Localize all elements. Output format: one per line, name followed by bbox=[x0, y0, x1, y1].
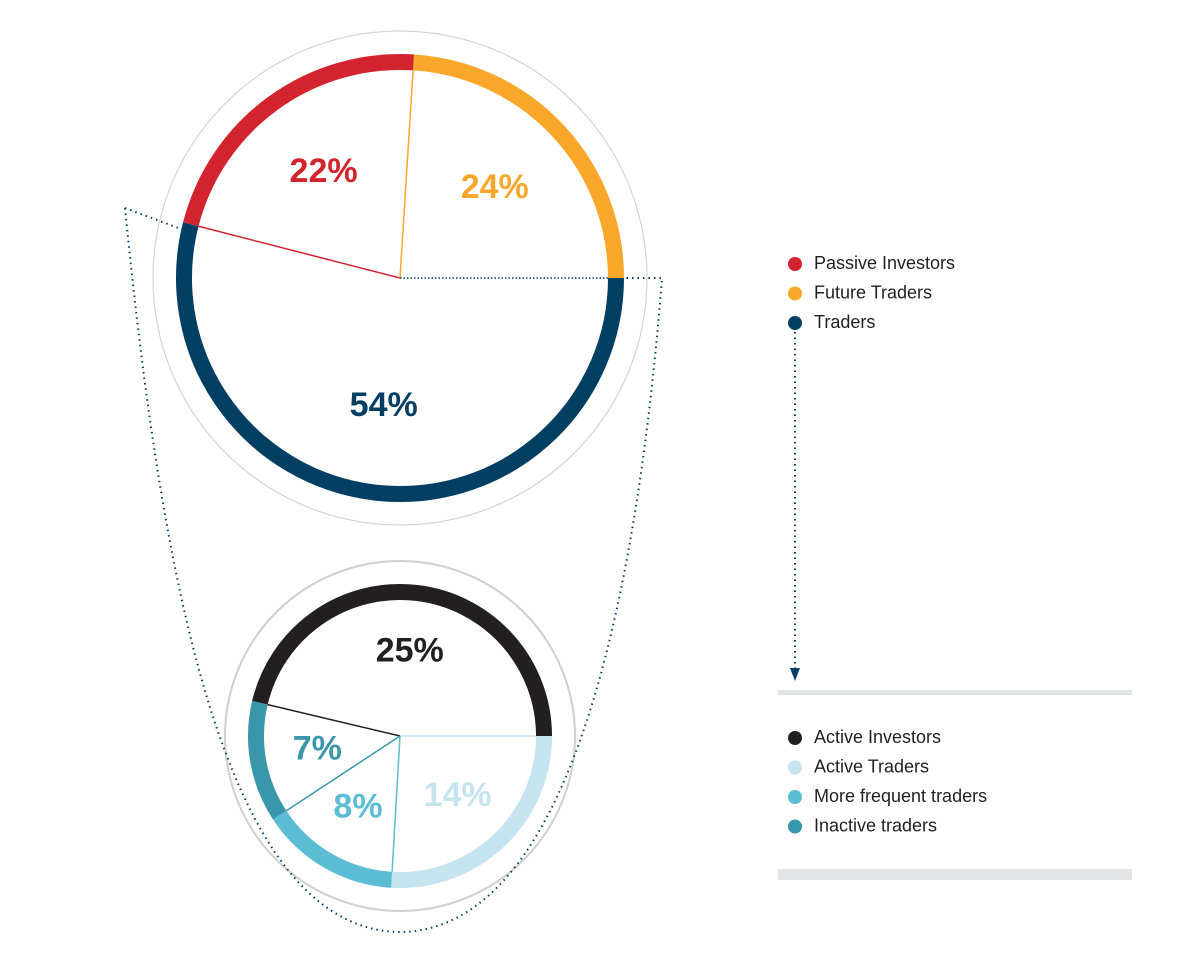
pie-segment bbox=[413, 54, 624, 279]
value-label: 22% bbox=[290, 152, 358, 190]
spoke bbox=[391, 735, 401, 872]
arrow-head bbox=[790, 668, 800, 681]
value-label: 7% bbox=[293, 730, 342, 768]
outer-ring bbox=[152, 30, 648, 526]
legend-label: More frequent traders bbox=[814, 786, 987, 806]
legend-marker bbox=[788, 316, 802, 330]
legend-marker bbox=[788, 286, 802, 301]
connector bbox=[124, 207, 190, 233]
legend-marker bbox=[788, 257, 802, 271]
divider bbox=[778, 690, 1132, 695]
pie-segment bbox=[391, 735, 552, 888]
legend-label: Passive Investors bbox=[814, 253, 955, 273]
pie-segment bbox=[176, 222, 624, 502]
pie-segment bbox=[252, 584, 552, 737]
connector bbox=[124, 207, 664, 934]
spoke bbox=[285, 735, 401, 812]
pie-segment bbox=[248, 700, 287, 820]
outer-ring bbox=[224, 560, 576, 912]
legend-marker bbox=[788, 760, 802, 775]
value-label: 14% bbox=[424, 776, 492, 814]
pie-segment bbox=[273, 810, 393, 888]
spoke bbox=[399, 70, 414, 279]
legend-label: Active Traders bbox=[814, 756, 929, 776]
legend-marker bbox=[788, 731, 802, 745]
value-label: 54% bbox=[350, 386, 418, 424]
legend-label: Active Investors bbox=[814, 727, 941, 747]
legend-label: Inactive traders bbox=[814, 815, 937, 835]
value-label: 8% bbox=[333, 788, 382, 826]
divider bbox=[778, 869, 1132, 880]
spoke bbox=[267, 703, 401, 737]
value-label: 24% bbox=[461, 168, 529, 206]
spoke bbox=[198, 225, 401, 279]
value-label: 25% bbox=[376, 632, 444, 670]
legend-label: Traders bbox=[814, 312, 875, 332]
legend-marker bbox=[788, 790, 802, 804]
legend-label: Future Traders bbox=[814, 282, 932, 302]
legend-marker bbox=[788, 819, 802, 834]
pie-segment bbox=[183, 54, 415, 227]
